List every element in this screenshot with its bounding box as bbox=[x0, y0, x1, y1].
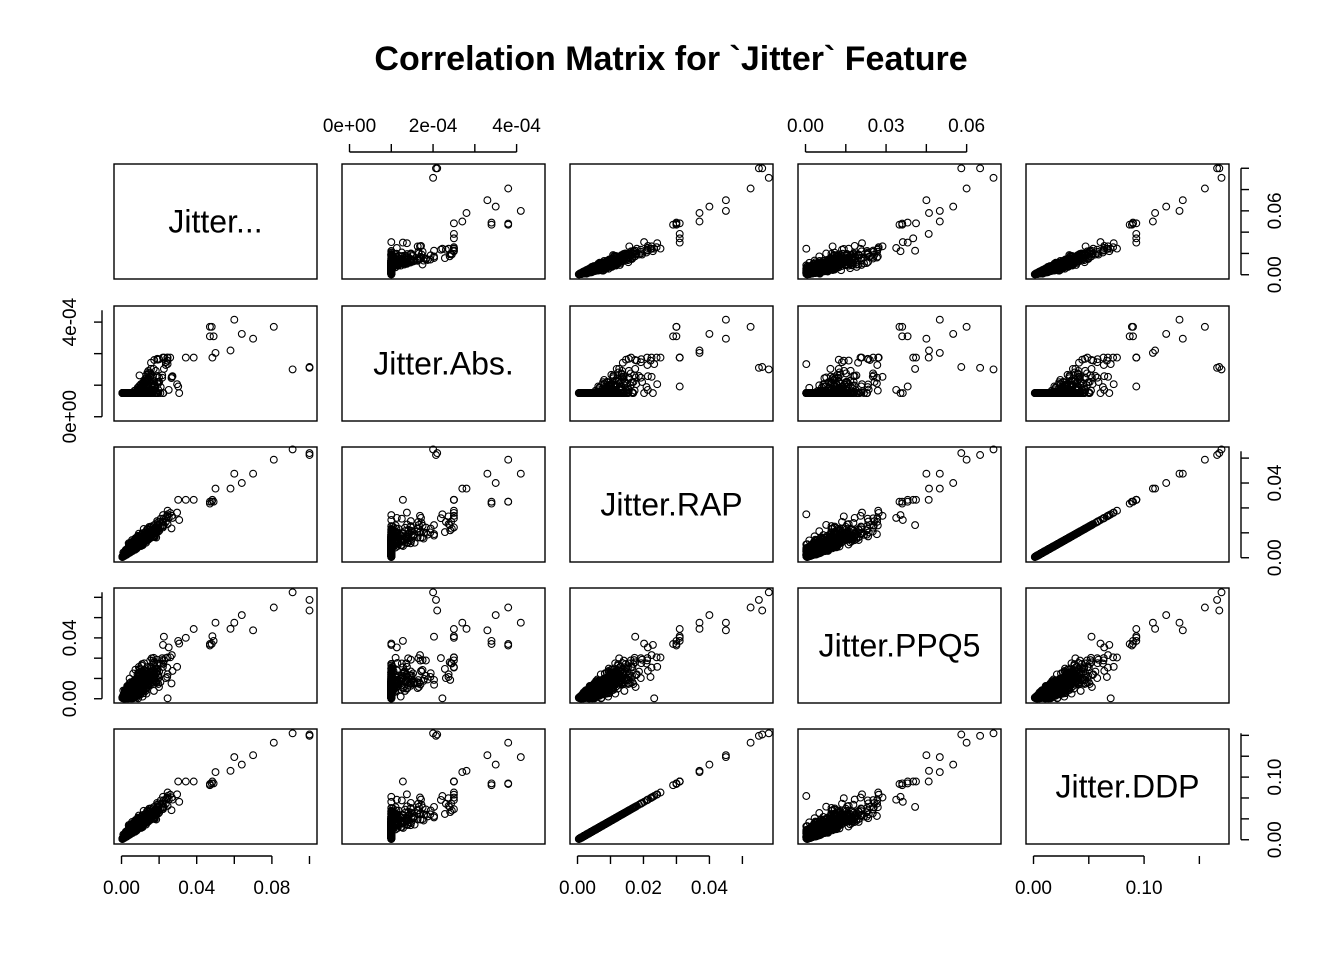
scatter-point bbox=[517, 208, 524, 215]
variable-label: Jitter... bbox=[168, 204, 262, 240]
scatter-point bbox=[484, 197, 491, 204]
panel-jitter-vs-jitter-rap bbox=[570, 164, 773, 279]
scatter-point bbox=[505, 185, 512, 192]
chart-title: Correlation Matrix for `Jitter` Feature bbox=[374, 40, 967, 78]
scatter-point bbox=[459, 218, 466, 225]
panels: Jitter...Jitter.Abs.Jitter.RAPJitter.PPQ… bbox=[114, 164, 1229, 844]
scatter-point bbox=[492, 203, 499, 210]
scatter-point bbox=[451, 220, 458, 227]
panel-jitter-vs-jitter: Jitter... bbox=[114, 164, 317, 279]
panel-jitter-vs-jitter-abs bbox=[342, 164, 545, 279]
scatter-point bbox=[451, 231, 458, 238]
scatter-point bbox=[463, 210, 470, 217]
scatter-point bbox=[430, 174, 437, 181]
scatter-point bbox=[388, 239, 395, 246]
scatter-point bbox=[404, 240, 411, 247]
